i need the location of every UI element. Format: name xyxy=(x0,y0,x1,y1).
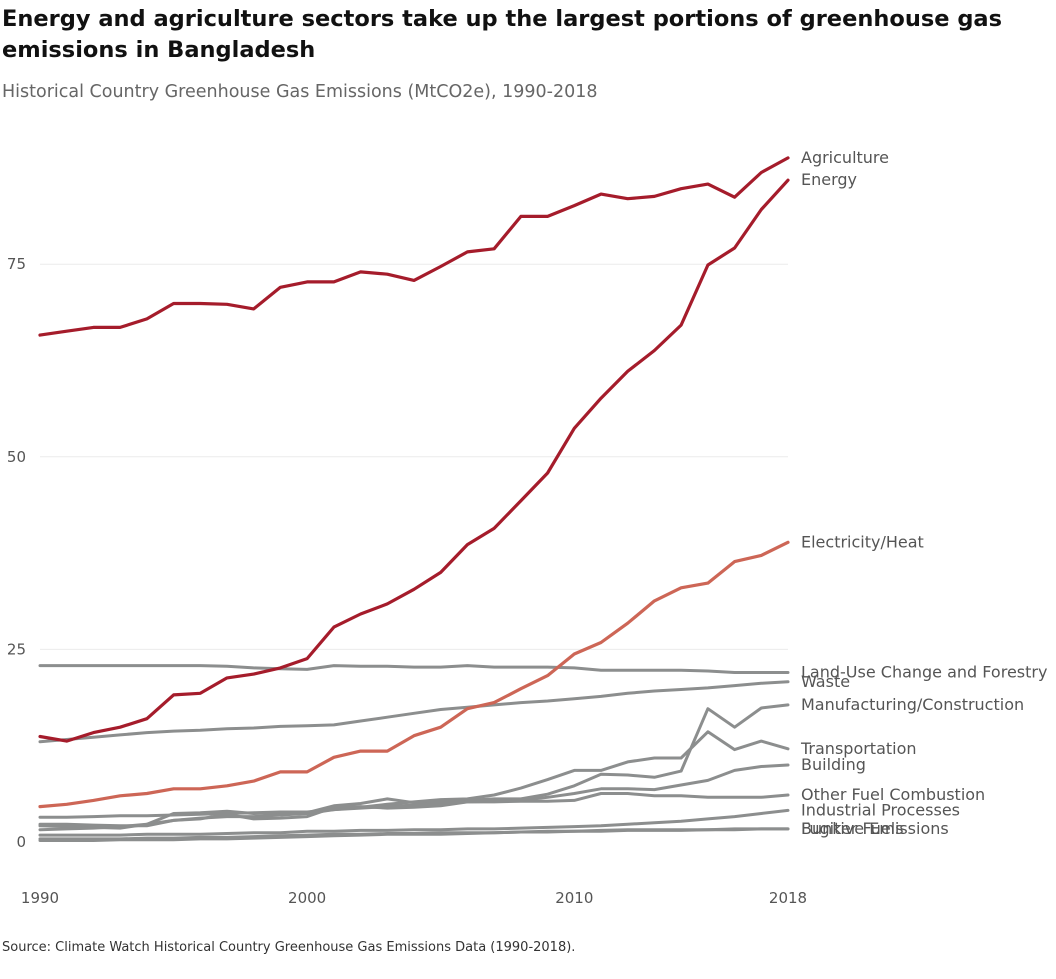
x-tick-label-2010: 2010 xyxy=(555,889,593,907)
x-tick-label-1990: 1990 xyxy=(21,889,59,907)
series-line-building xyxy=(38,763,790,828)
y-axis: 0 25 50 75 xyxy=(7,255,26,851)
series-line-electricity-heat xyxy=(38,540,790,809)
line-chart: 0 25 50 75 1990 2000 2010 2018 Agriculture Ener… xyxy=(7,148,1048,907)
x-tick-label-2018: 2018 xyxy=(769,889,807,907)
series-line-waste xyxy=(38,680,790,744)
series-label-industrial-processes: Industrial Processes xyxy=(801,800,960,819)
series-line-energy xyxy=(38,178,790,743)
y-tick-label-50: 50 xyxy=(7,448,26,466)
source-note: Source: Climate Watch Historical Country… xyxy=(2,940,576,955)
series-line-manufacturing-construction xyxy=(38,703,790,830)
series-label-other-fuel-combustion: Other Fuel Combustion xyxy=(801,785,985,804)
series-label-bunker-fuels: Bunker Fuels xyxy=(801,819,904,838)
series-label-building: Building xyxy=(801,755,866,774)
y-tick-label-25: 25 xyxy=(7,640,26,658)
series-line-agriculture xyxy=(38,156,790,337)
muted-series-lines xyxy=(38,664,790,842)
series-label-transportation: Transportation xyxy=(800,739,917,758)
y-tick-label-75: 75 xyxy=(7,255,26,273)
series-label-fugitive-emissions: Fugitive Emissions xyxy=(801,819,949,838)
chart-title: Energy and agriculture sectors take up t… xyxy=(2,6,1003,63)
series-line-fugitive-emissions xyxy=(38,827,790,842)
x-tick-label-2000: 2000 xyxy=(288,889,326,907)
highlighted-series-lines xyxy=(38,156,790,809)
series-line-industrial-processes xyxy=(38,808,790,837)
series-label-manufacturing-construction: Manufacturing/Construction xyxy=(801,695,1024,714)
series-labels: Agriculture Energy Electricity/Heat Land-Us… xyxy=(800,148,1047,838)
gridlines xyxy=(40,263,788,650)
series-label-waste: Waste xyxy=(801,672,850,691)
x-axis: 1990 2000 2010 2018 xyxy=(21,889,807,907)
series-label-land-use-change-and-forestry: Land-Use Change and Forestry xyxy=(801,663,1047,682)
series-line-land-use-change-and-forestry xyxy=(38,664,790,674)
series-label-electricity-heat: Electricity/Heat xyxy=(801,532,924,551)
series-line-other-fuel-combustion xyxy=(38,792,790,819)
y-tick-label-0: 0 xyxy=(16,833,26,851)
series-label-energy: Energy xyxy=(801,170,857,189)
chart-subtitle: Historical Country Greenhouse Gas Emissi… xyxy=(2,82,598,102)
series-label-agriculture: Agriculture xyxy=(801,148,889,167)
